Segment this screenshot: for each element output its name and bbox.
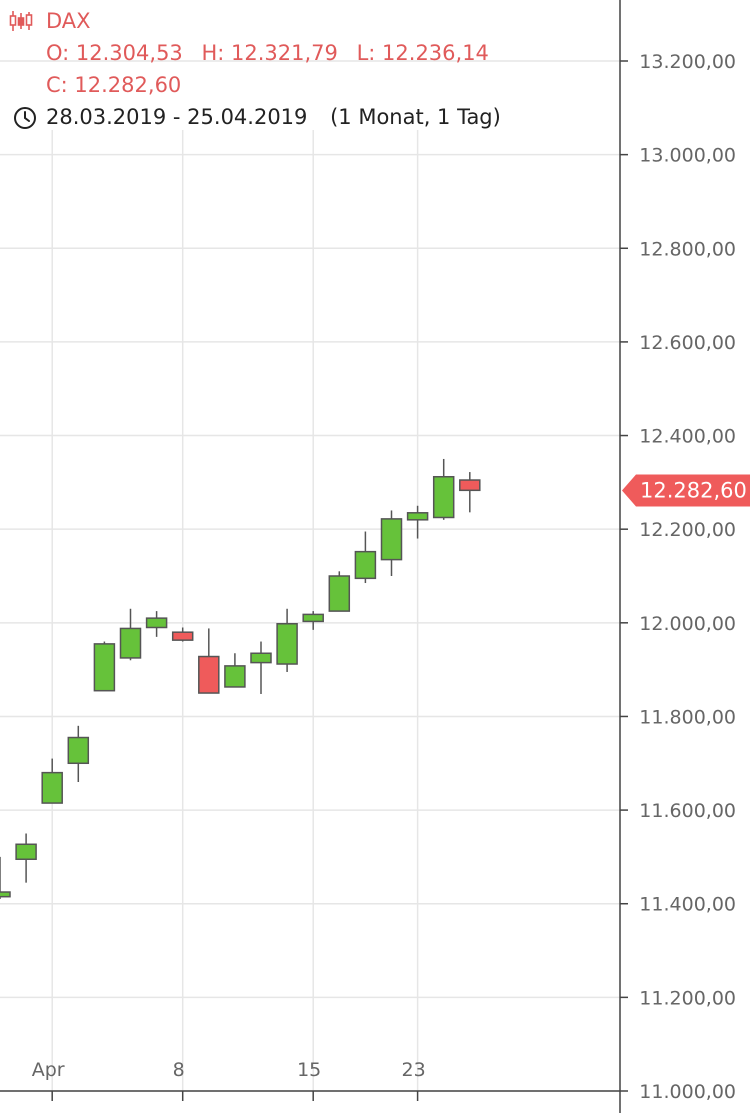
y-tick-label: 11.400,00 xyxy=(639,894,736,916)
x-tick-label: 15 xyxy=(297,1059,321,1081)
candle xyxy=(171,627,194,642)
close-value: C: 12.282,60 xyxy=(46,73,182,97)
candle xyxy=(41,758,63,804)
y-tick-label: 11.600,00 xyxy=(639,800,736,822)
low-value: L: 12.236,14 xyxy=(356,41,489,65)
candle xyxy=(0,856,11,900)
x-tick-label: Apr xyxy=(32,1059,65,1081)
candle-body xyxy=(276,623,298,665)
y-tick-label: 11.000,00 xyxy=(639,1081,736,1103)
candle-body xyxy=(15,843,37,861)
candle-body xyxy=(67,736,90,765)
candle-body xyxy=(171,631,194,641)
candle xyxy=(145,611,168,637)
candles xyxy=(0,458,481,900)
candle-body xyxy=(302,613,324,623)
clock-icon xyxy=(14,107,36,129)
y-tick-label: 12.200,00 xyxy=(639,519,736,541)
date-range-row[interactable]: 28.03.2019 - 25.04.2019 (1 Monat, 1 Tag) xyxy=(46,104,501,130)
candle-body xyxy=(0,891,11,898)
candle xyxy=(276,608,298,672)
y-tick-label: 12.000,00 xyxy=(639,613,736,635)
gridlines xyxy=(0,60,620,1092)
y-tick-label: 12.800,00 xyxy=(639,238,736,260)
candle xyxy=(380,510,403,576)
candle-body xyxy=(224,665,246,688)
candle-body xyxy=(93,643,116,692)
high-value: H: 12.321,79 xyxy=(201,41,338,65)
candle-body xyxy=(119,627,142,659)
candle-body xyxy=(198,655,220,694)
y-tick-label: 12.400,00 xyxy=(639,426,736,448)
candle xyxy=(198,628,220,694)
candle xyxy=(67,725,90,782)
candlestick-icon xyxy=(9,11,33,31)
y-tick-label: 13.200,00 xyxy=(639,51,736,73)
candle-body xyxy=(432,475,455,519)
symbol-label: DAX xyxy=(46,9,91,33)
y-tick-label: 11.800,00 xyxy=(639,706,736,728)
open-value: O: 12.304,53 xyxy=(46,41,183,65)
candle xyxy=(432,458,455,520)
candle xyxy=(406,505,429,539)
candle-body xyxy=(328,575,351,612)
ohlc-row: O: 12.304,53 H: 12.321,79 L: 12.236,14 xyxy=(46,40,489,66)
candle xyxy=(328,571,351,612)
candle-body xyxy=(354,550,377,580)
y-tick-label: 12.600,00 xyxy=(639,332,736,354)
candle xyxy=(459,472,481,513)
candle xyxy=(15,833,37,883)
candle xyxy=(93,641,116,692)
last-price-badge-shape xyxy=(622,474,750,507)
candle-body xyxy=(459,479,481,492)
candle-body xyxy=(250,652,272,664)
candle xyxy=(224,653,246,688)
candle xyxy=(302,611,324,630)
date-range: 28.03.2019 - 25.04.2019 xyxy=(46,105,308,129)
x-tick-label: 23 xyxy=(402,1059,426,1081)
candle xyxy=(250,641,272,694)
y-tick-label: 13.000,00 xyxy=(639,145,736,167)
candle-body xyxy=(380,518,403,561)
interval-label: (1 Monat, 1 Tag) xyxy=(330,105,501,129)
candle-body xyxy=(145,617,168,629)
x-tick-label: 8 xyxy=(173,1059,185,1081)
last-price-badge: 12.282,60 xyxy=(622,474,750,507)
candle xyxy=(354,531,377,584)
last-price-label: 12.282,60 xyxy=(640,479,747,503)
candle-body xyxy=(406,512,429,521)
y-tick-label: 11.200,00 xyxy=(639,987,736,1009)
candle xyxy=(119,608,142,661)
candle-body xyxy=(41,771,63,804)
